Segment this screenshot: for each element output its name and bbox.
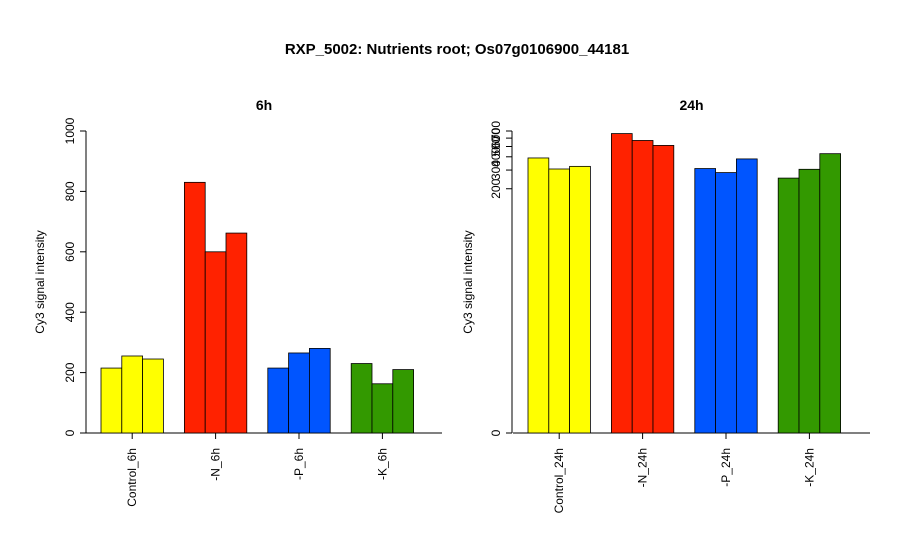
bar-control-6h-3 [142,358,164,434]
panel-6h: 6h 0 200 400 600 800 1000 Cy3 signal intensity C… [33,97,442,507]
y-tick-label: 400 [63,302,77,322]
x-tick-label: -K_24h [802,448,816,487]
bar-n-6h-1 [183,181,206,434]
bar-k-6h-3 [392,369,414,434]
x-tick-label: -N_24h [636,448,650,487]
y-tick-label: 200 [63,362,77,382]
y-tick-label: 800 [63,181,77,201]
bar-p-6h-3 [308,348,331,434]
y-tick-label: 200 [489,178,503,198]
bar-k-24h-2 [798,168,821,434]
bar-control-24h-3 [569,165,591,434]
bar-control-24h-1 [527,157,550,434]
y-tick-label: 600 [489,128,503,148]
y-tick-label: 0 [489,429,503,436]
x-tick-label: -N_6h [209,448,223,481]
x-tick-label: Control_24h [552,448,566,513]
y-tick-label: 1000 [63,117,77,144]
x-tick-label: -K_6h [375,448,389,480]
bar-n-24h-3 [652,145,675,434]
bar-p-24h-3 [736,158,758,434]
bar-n-6h-3 [225,232,248,434]
x-tick-label: -P_24h [719,448,733,487]
panel-title: 6h [256,97,272,113]
bar-p-24h-2 [715,172,737,434]
bar-k-24h-1 [777,177,800,434]
y-tick-label: 0 [63,429,77,436]
bar-n-24h-2 [631,140,654,434]
y-axis-label: Cy3 signal intensity [33,230,47,333]
y-tick-label: 600 [63,241,77,261]
y-tick-label: 300 [489,160,503,180]
bar-control-6h-2 [121,355,144,434]
y-tick-label: 500 [489,136,503,156]
bar-p-6h-2 [288,352,310,434]
bar-control-6h-1 [100,367,123,434]
bar-k-6h-2 [371,383,394,434]
y-tick-label: 400 [489,146,503,166]
x-tick-label: Control_6h [125,448,139,507]
bar-p-24h-1 [694,168,716,434]
bar-n-24h-1 [611,133,633,434]
x-tick-label: -P_6h [292,448,306,480]
bar-control-24h-2 [548,168,570,434]
panel-title: 24h [679,97,703,113]
y-tick-label: 700 [489,121,503,141]
bar-p-6h-1 [267,367,289,434]
bar-k-6h-1 [350,363,373,434]
y-axis-label: Cy3 signal intensity [461,230,475,333]
bar-k-24h-3 [819,153,841,434]
main-title: RXP_5002: Nutrients root; Os07g0106900_4… [285,41,629,58]
bar-n-6h-2 [204,251,227,434]
